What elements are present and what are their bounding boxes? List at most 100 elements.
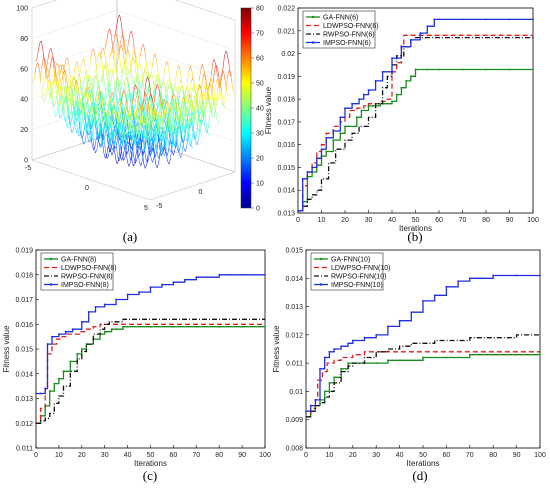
- surface-mesh-segment: [140, 104, 143, 117]
- surface-mesh-segment: [203, 106, 206, 111]
- b-point-impso-fnn-6: [325, 136, 328, 139]
- surface-mesh-segment: [82, 138, 84, 145]
- surface-mesh-segment: [152, 157, 155, 163]
- d-x-tick-label: 20: [349, 452, 357, 459]
- surface-mesh-segment: [48, 90, 51, 98]
- surface-mesh-segment: [123, 47, 126, 54]
- c-point-ga-fnn-8: [53, 382, 56, 385]
- surface-mesh-segment: [138, 117, 141, 130]
- surface-mesh-segment: [155, 163, 158, 168]
- surface-mesh-segment: [89, 136, 92, 143]
- surface-mesh-segment: [167, 160, 170, 165]
- b-point-impso-fnn-6: [508, 18, 511, 21]
- d-point-impso-fnn-10: [347, 342, 350, 345]
- surface-mesh-segment: [223, 73, 226, 84]
- surface-mesh-segment: [41, 87, 44, 90]
- surface-mesh-segment: [143, 125, 145, 130]
- surface-mesh-segment: [164, 85, 167, 98]
- surface-mesh-segment: [131, 58, 134, 62]
- surface-mesh-segment: [148, 77, 151, 87]
- surface-mesh-segment: [146, 73, 149, 86]
- surface-mesh-segment: [120, 83, 123, 94]
- surface-mesh-segment: [68, 115, 71, 125]
- panel-c-line-chart: 0 10 20 30 40 50 60 70 80 90 100 0.011 0.012 0.013 0.0…: [2, 248, 271, 469]
- surface-mesh-segment: [189, 83, 192, 95]
- surface-mesh-segment: [59, 67, 62, 76]
- surface-mesh-segment: [129, 112, 132, 124]
- surface-mesh-segment: [110, 94, 113, 101]
- surface-mesh-segment: [141, 115, 144, 126]
- surface-mesh-segment: [115, 158, 118, 165]
- b-point-ga-fnn-6: [426, 68, 429, 71]
- surface-mesh-segment: [153, 136, 156, 148]
- c-point-ga-fnn-8: [115, 328, 118, 331]
- d-point-ga-fnn-10: [468, 353, 471, 356]
- surface-mesh-segment: [77, 77, 80, 81]
- surface-mesh-segment: [122, 34, 125, 48]
- d-y-axis-label: Fitness value: [272, 325, 281, 373]
- surface-mesh-segment: [95, 119, 98, 132]
- colorbar-tick-label: 50: [256, 81, 264, 88]
- surface-mesh-segment: [224, 50, 227, 57]
- surface-mesh-segment: [60, 105, 63, 112]
- surface-mesh-segment: [128, 70, 131, 80]
- surface-mesh-segment: [135, 120, 137, 131]
- surface-mesh-segment: [87, 111, 90, 125]
- surface-mesh-segment: [190, 140, 193, 146]
- surface-mesh-segment: [65, 95, 68, 102]
- c-legend-marker: [49, 257, 53, 261]
- surface-mesh-segment: [127, 145, 130, 157]
- surface-mesh-segment: [113, 135, 116, 146]
- surface-mesh-segment: [128, 162, 131, 167]
- surface-mesh-segment: [170, 84, 173, 96]
- surface-mesh-segment: [201, 114, 204, 119]
- surface-mesh-segment: [195, 102, 197, 115]
- surface-mesh-segment: [207, 83, 210, 90]
- surface-mesh-segment: [94, 114, 97, 121]
- surface-mesh-segment: [153, 79, 156, 90]
- surface-mesh-segment: [127, 114, 130, 119]
- d-point-impso-fnn-10: [492, 274, 495, 277]
- surface-mesh-segment: [203, 112, 206, 119]
- surface-mesh-segment: [92, 77, 95, 87]
- surface-mesh-segment: [63, 69, 66, 74]
- surface-mesh-segment: [119, 44, 122, 48]
- b-legend-label: RWPSO-FNN(6): [323, 31, 375, 38]
- surface-mesh-segment: [147, 97, 150, 108]
- surface-mesh-segment: [117, 106, 120, 116]
- surface-mesh-segment: [70, 102, 73, 107]
- surface-mesh-segment: [114, 34, 117, 37]
- surface-mesh-segment: [154, 54, 157, 60]
- c-point-impso-fnn-8: [64, 330, 67, 333]
- surface-mesh-segment: [130, 69, 133, 82]
- surface-mesh-segment: [108, 146, 111, 152]
- surface-mesh-segment: [120, 94, 123, 107]
- surface-mesh-segment: [66, 95, 69, 102]
- surface-mesh-segment: [195, 141, 198, 145]
- surface-mesh-segment: [158, 80, 161, 92]
- surface-mesh-segment: [137, 121, 140, 126]
- surface-mesh-segment: [170, 120, 172, 125]
- surface-mesh-segment: [127, 123, 130, 136]
- surface-mesh-segment: [168, 79, 171, 85]
- surface-mesh-segment: [76, 117, 79, 121]
- surface-mesh-segment: [174, 130, 177, 135]
- b-legend-label: GA-FNN(6): [323, 14, 358, 21]
- surface-mesh-segment: [108, 134, 111, 146]
- surface-mesh-segment: [88, 74, 91, 78]
- b-point-impso-fnn-6: [391, 57, 393, 60]
- surface-mesh-segment: [88, 87, 91, 93]
- surface-mesh-segment: [201, 119, 204, 125]
- surface-mesh-segment: [61, 108, 64, 112]
- surface-mesh-segment: [65, 57, 68, 60]
- surface-mesh-segment: [164, 93, 167, 105]
- surface-mesh-segment: [90, 51, 93, 60]
- surface-mesh-segment: [70, 80, 73, 84]
- surface-mesh-segment: [156, 74, 159, 78]
- surface-mesh-segment: [123, 90, 126, 95]
- surface-z-tick-label: 40: [20, 97, 28, 104]
- surface-mesh-segment: [167, 126, 170, 139]
- surface-mesh-segment: [124, 41, 127, 55]
- c-series-impso-fnn-8: [36, 274, 265, 395]
- surface-mesh-segment: [121, 65, 124, 75]
